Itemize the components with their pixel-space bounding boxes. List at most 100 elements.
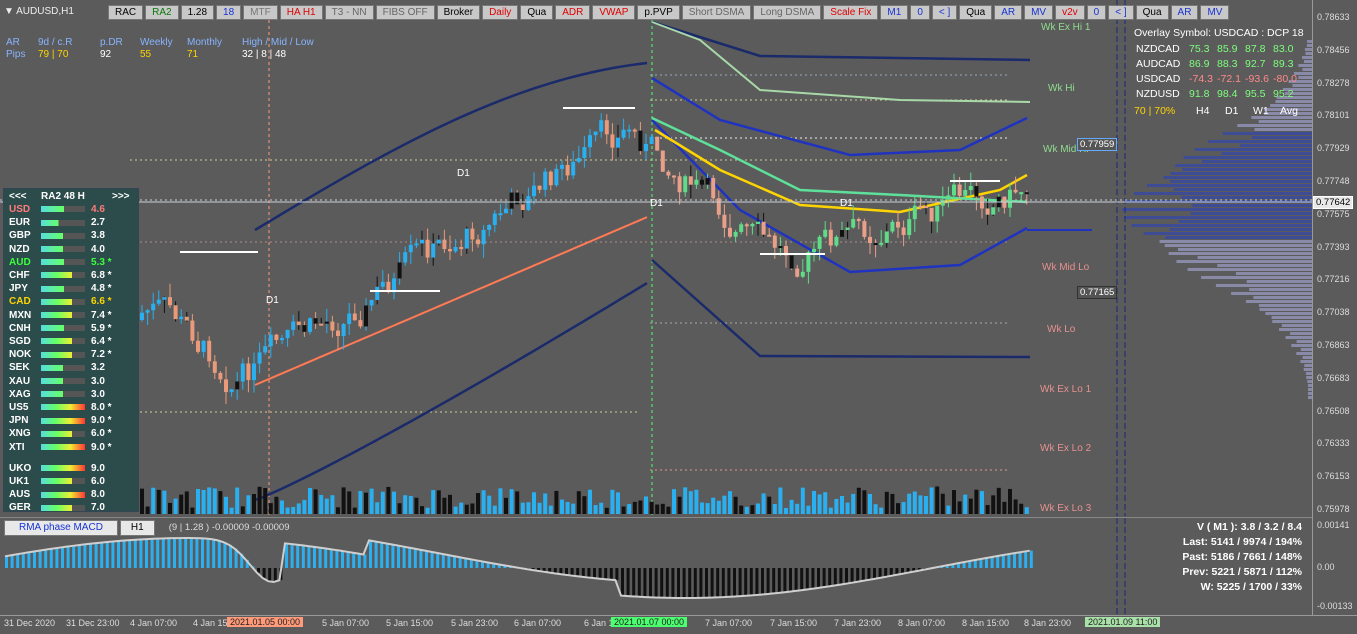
candlestick-chart[interactable]: D1D1D1D1D1: [0, 0, 1312, 516]
price-chart[interactable]: D1D1D1D1D1 ▼ AUDUSD,H1 RACRA21.2818MTFHA…: [0, 0, 1312, 516]
toolbar-button[interactable]: Daily: [482, 5, 518, 20]
price-tick: 0.78101: [1317, 110, 1350, 120]
ccy-prev-button[interactable]: <<<: [9, 191, 27, 202]
volume-profile-bar: [1124, 216, 1312, 219]
toolbar-button[interactable]: Long DSMA: [753, 5, 821, 20]
toolbar-button[interactable]: HA H1: [280, 5, 323, 20]
toolbar-button[interactable]: AR: [1171, 5, 1199, 20]
toolbar-button[interactable]: 0: [910, 5, 930, 20]
volume-profile-bar: [1275, 100, 1312, 103]
macd-histogram-bar: [16, 554, 19, 568]
toolbar-button[interactable]: Broker: [437, 5, 480, 20]
toolbar-button[interactable]: RA2: [145, 5, 178, 20]
candle-body: [269, 335, 273, 347]
toolbar-button[interactable]: VWAP: [592, 5, 635, 20]
toolbar-button[interactable]: Scale Fix: [823, 5, 878, 20]
toolbar-button[interactable]: M1: [880, 5, 908, 20]
toolbar-button[interactable]: < ]: [932, 5, 957, 20]
candle-body: [958, 185, 962, 196]
volume-profile-bar: [1290, 332, 1312, 335]
volume-profile-bar: [1247, 280, 1312, 283]
toolbar-button[interactable]: Qua: [1136, 5, 1169, 20]
ccy-value: 5.9 *: [91, 323, 112, 334]
toolbar-button[interactable]: Qua: [959, 5, 992, 20]
volume-bar: [683, 487, 687, 514]
toolbar-button[interactable]: Qua: [520, 5, 553, 20]
candle-body: [991, 207, 995, 214]
toolbar-button[interactable]: T3 - NN: [325, 5, 374, 20]
macd-histogram-bar: [828, 568, 831, 586]
macd-tf-button[interactable]: H1: [120, 520, 155, 536]
stat-row-label: Pips: [6, 49, 25, 60]
candle-body: [297, 322, 301, 326]
toolbar-button[interactable]: RAC: [108, 5, 143, 20]
toolbar-button[interactable]: p.PVP: [637, 5, 679, 20]
volume-profile-bar: [1184, 156, 1312, 159]
volume-bar: [622, 507, 626, 514]
toolbar-button[interactable]: v2v: [1055, 5, 1085, 20]
toolbar-button[interactable]: < ]: [1108, 5, 1133, 20]
toolbar-button[interactable]: 1.28: [181, 5, 214, 20]
overlay-col-w1: W1: [1253, 105, 1269, 117]
toolbar-button[interactable]: FIBS OFF: [376, 5, 435, 20]
toolbar-button[interactable]: MV: [1200, 5, 1229, 20]
time-tick: 4 Jan 07:00: [130, 618, 177, 628]
toolbar-button[interactable]: AR: [994, 5, 1022, 20]
volume-bar: [952, 490, 956, 514]
volume-bar: [532, 492, 536, 514]
candle-body: [532, 186, 536, 197]
toolbar-button[interactable]: Short DSMA: [682, 5, 752, 20]
macd-subwindow[interactable]: RMA phase MACD H1 (9 | 1.28 ) -0.00009 -…: [0, 517, 1312, 616]
symbol-label: AUDUSD,H1: [16, 6, 74, 17]
macd-histogram-bar: [184, 538, 187, 568]
toolbar-button[interactable]: ADR: [555, 5, 590, 20]
volume-bar: [717, 501, 721, 514]
macd-histogram-bar: [627, 568, 630, 596]
macd-histogram-bar: [800, 568, 803, 590]
candle-body: [571, 162, 575, 176]
price-tick: 0.77216: [1317, 274, 1350, 284]
weekly-band-lower: [652, 260, 1030, 357]
toolbar-button[interactable]: 18: [216, 5, 241, 20]
candle-body: [851, 219, 855, 228]
volume-bar: [498, 488, 502, 514]
volume-bar: [258, 487, 262, 514]
macd-name-button[interactable]: RMA phase MACD: [4, 520, 118, 536]
macd-histogram-bar: [839, 568, 842, 585]
toolbar-button[interactable]: 0: [1087, 5, 1107, 20]
ccy-next-button[interactable]: >>>: [112, 191, 130, 202]
time-tick: 5 Jan 23:00: [451, 618, 498, 628]
candle-body: [672, 176, 676, 178]
toolbar-button[interactable]: MV: [1024, 5, 1053, 20]
ccy-strength-bar: [41, 365, 85, 371]
macd-tick: 0.00141: [1317, 520, 1350, 530]
toolbar-button[interactable]: MTF: [243, 5, 278, 20]
candle-body: [140, 313, 144, 320]
candle-body: [650, 137, 654, 144]
